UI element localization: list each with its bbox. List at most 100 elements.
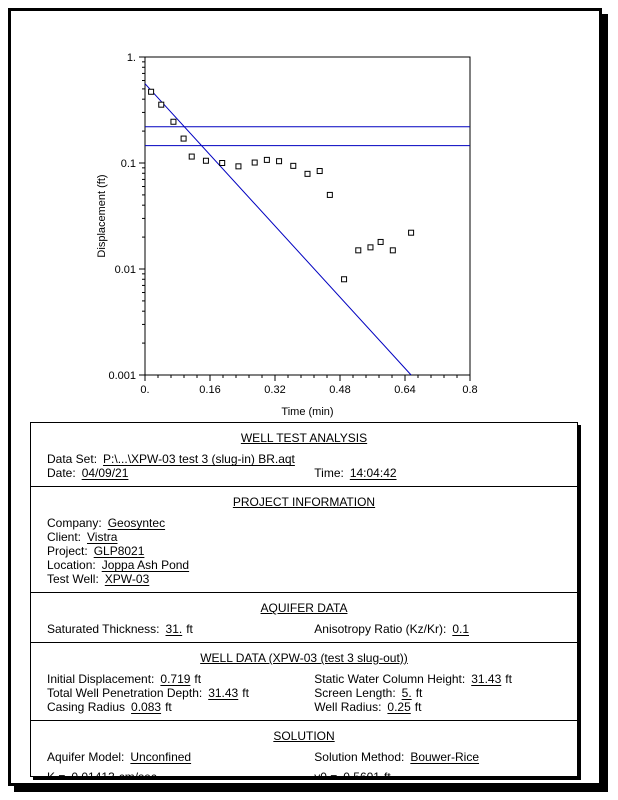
x-axis-title: Time (min) — [281, 406, 333, 418]
date-value: 04/09/21 — [81, 466, 129, 480]
aquifer-model-label: Aquifer Model: — [47, 750, 125, 764]
fit-line — [144, 83, 412, 376]
company-value: Geosyntec — [107, 516, 166, 530]
data-point — [158, 101, 165, 108]
data-point — [326, 191, 333, 198]
data-point — [408, 229, 415, 236]
x-tick-label: 0.32 — [264, 384, 285, 396]
screen-length-unit: ft — [415, 686, 423, 700]
project-row: Project: GLP8021 — [47, 544, 561, 558]
data-point — [367, 244, 374, 251]
saturated-thickness-unit: ft — [186, 622, 193, 636]
data-point — [180, 135, 187, 142]
data-point — [304, 170, 311, 177]
initial-displacement-value: 0.719 — [160, 672, 191, 686]
x-tick-label: 0.64 — [394, 384, 415, 396]
aquifer-data-title: AQUIFER DATA — [260, 601, 348, 615]
y-axis-title: Displacement (ft) — [96, 174, 108, 257]
y-tick-label: 0.001 — [108, 370, 136, 382]
static-water-column-label: Static Water Column Height: — [314, 672, 466, 686]
penetration-depth-unit: ft — [242, 686, 249, 700]
hydraulic-conductivity-field: K = 0.01413 cm/sec — [47, 770, 314, 777]
data-point — [202, 157, 209, 164]
y0-label: y0 = — [314, 770, 338, 777]
well-radius-value: 0.25 — [387, 700, 411, 714]
data-point — [276, 158, 283, 165]
test-well-row: Test Well: XPW-03 — [47, 572, 561, 586]
data-point — [188, 153, 195, 160]
data-point — [341, 276, 348, 283]
well-data-row-1: Initial Displacement: 0.719 ft Static Wate… — [47, 672, 561, 686]
section-aquifer-data: AQUIFER DATA Saturated Thickness: 31. ft A… — [31, 592, 577, 642]
date-field: Date: 04/09/21 — [47, 466, 314, 480]
date-time-row: Date: 04/09/21 Time: 14:04:42 — [47, 466, 561, 480]
y0-value: 0.5601 — [343, 770, 380, 777]
y-tick-label: 1. — [127, 52, 136, 64]
penetration-depth-label: Total Well Penetration Depth: — [47, 686, 203, 700]
x-tick-label: 0.16 — [199, 384, 220, 396]
solution-method-label: Solution Method: — [314, 750, 405, 764]
initial-displacement-unit: ft — [194, 672, 202, 686]
penetration-depth-field: Total Well Penetration Depth: 31.43 ft — [47, 686, 314, 700]
well-radius-label: Well Radius: — [314, 700, 382, 714]
well-radius-field: Well Radius: 0.25 ft — [314, 700, 561, 714]
displacement-time-plot: 1. 0.1 0.01 0.001 0. 0.16 0.32 0.48 0.64 0.8 Displ… — [96, 52, 478, 418]
data-point — [377, 238, 384, 245]
static-water-column-value: 31.43 — [471, 672, 502, 686]
anisotropy-ratio-label: Anisotropy Ratio (Kz/Kr): — [314, 622, 447, 636]
well-data-row-2: Total Well Penetration Depth: 31.43 ft Scr… — [47, 686, 561, 700]
time-field: Time: 14:04:42 — [314, 466, 561, 480]
chart-area: 1. 0.1 0.01 0.001 0. 0.16 0.32 0.48 0.64 0.8 Displ… — [11, 11, 599, 425]
time-label: Time: — [314, 466, 344, 480]
data-point — [389, 247, 396, 254]
client-value: Vistra — [87, 530, 118, 544]
screen-length-value: 5. — [401, 686, 412, 700]
time-value: 14:04:42 — [349, 466, 397, 480]
client-label: Client: — [47, 530, 82, 544]
saturated-thickness-label: Saturated Thickness: — [47, 622, 160, 636]
screen-length-field: Screen Length: 5. ft — [314, 686, 561, 700]
aquifer-model-field: Aquifer Model: Unconfined — [47, 750, 314, 764]
data-set-label: Data Set: — [47, 452, 98, 466]
initial-displacement-label: Initial Displacement: — [47, 672, 155, 686]
section-well-data: WELL DATA (XPW-03 (test 3 slug-out)) Ini… — [31, 642, 577, 720]
well-radius-unit: ft — [414, 700, 422, 714]
saturated-thickness-field: Saturated Thickness: 31. ft — [47, 622, 314, 636]
x-tick-label: 0. — [140, 384, 149, 396]
solution-title: SOLUTION — [273, 729, 335, 743]
plot-border — [144, 56, 471, 376]
data-point — [290, 162, 297, 169]
well-test-analysis-title: WELL TEST ANALYSIS — [240, 431, 368, 445]
data-point — [235, 163, 242, 170]
initial-displacement-field: Initial Displacement: 0.719 ft — [47, 672, 314, 686]
static-water-column-unit: ft — [505, 672, 512, 686]
anisotropy-ratio-value: 0.1 — [452, 622, 469, 636]
anisotropy-ratio-field: Anisotropy Ratio (Kz/Kr): 0.1 — [314, 622, 561, 636]
k-label: K = — [47, 770, 66, 777]
well-data-row-3: Casing Radius 0.083 ft Well Radius: 0.25 ft — [47, 700, 561, 714]
casing-radius-value: 0.083 — [131, 700, 162, 714]
data-set-row: Data Set: P:\...\XPW-03 test 3 (slug-in) … — [47, 452, 561, 466]
y0-field: y0 = 0.5601 ft — [314, 770, 561, 777]
solution-method-value: Bouwer-Rice — [410, 750, 480, 764]
data-point — [219, 160, 226, 166]
aquifer-values-row: Saturated Thickness: 31. ft Anisotropy Rat… — [47, 622, 561, 636]
location-row: Location: Joppa Ash Pond — [47, 558, 561, 572]
client-row: Client: Vistra — [47, 530, 561, 544]
screen-length-label: Screen Length: — [314, 686, 396, 700]
section-solution: SOLUTION Aquifer Model: Unconfined Soluti… — [31, 720, 577, 777]
section-well-test-analysis: WELL TEST ANALYSIS Data Set: P:\...\XPW-0… — [31, 423, 577, 486]
project-information-title: PROJECT INFORMATION — [232, 495, 376, 509]
location-label: Location: — [47, 558, 96, 572]
section-project-information: PROJECT INFORMATION Company: Geosyntec Cl… — [31, 486, 577, 592]
casing-radius-label: Casing Radius — [47, 700, 126, 714]
well-data-title: WELL DATA (XPW-03 (test 3 slug-out)) — [200, 651, 408, 665]
company-label: Company: — [47, 516, 102, 530]
data-point — [355, 247, 362, 254]
solution-model-row: Aquifer Model: Unconfined Solution Method… — [47, 750, 561, 764]
y-tick-label: 0.1 — [121, 158, 136, 170]
data-point — [251, 159, 258, 166]
penetration-depth-value: 31.43 — [208, 686, 239, 700]
data-set-value: P:\...\XPW-03 test 3 (slug-in) BR.aqt — [103, 452, 295, 466]
y-tick-label: 0.01 — [115, 264, 136, 276]
